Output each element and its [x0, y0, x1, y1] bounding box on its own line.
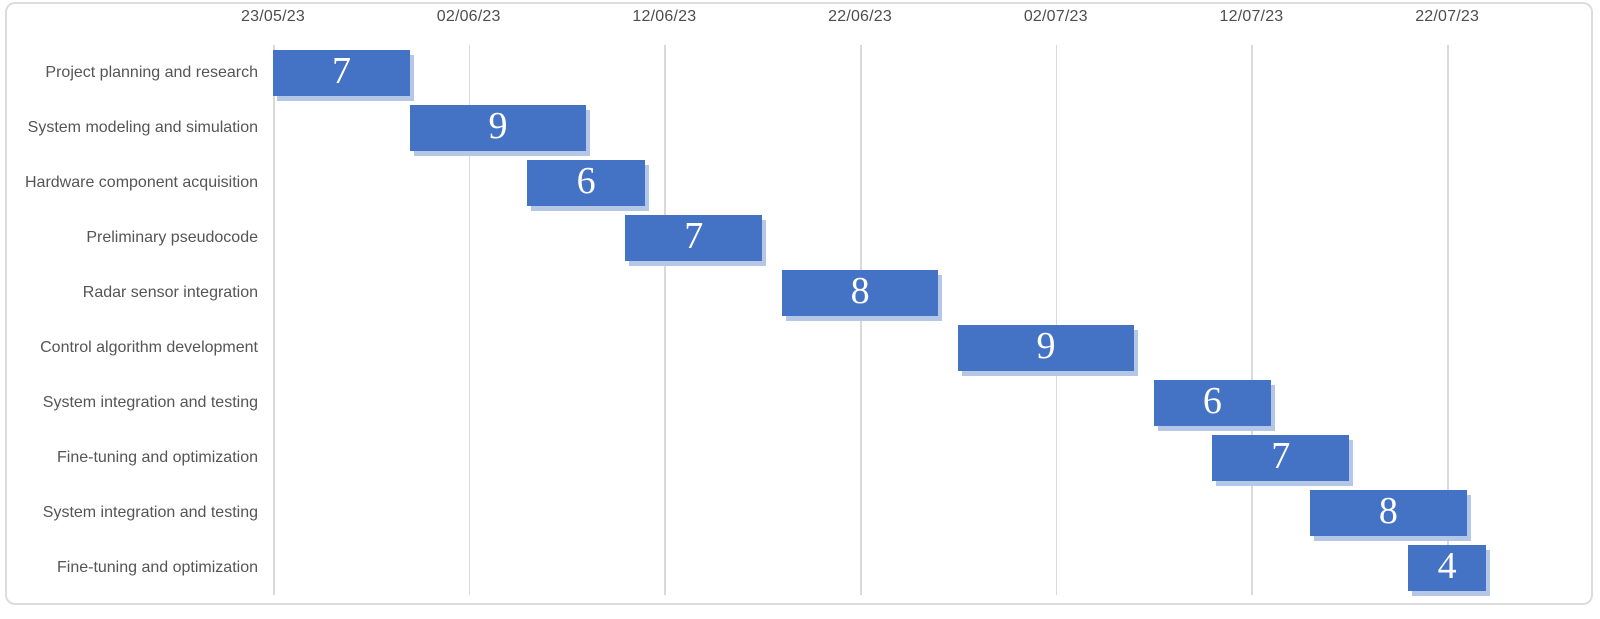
task-label: Preliminary pseudocode [86, 228, 258, 246]
gantt-bar[interactable]: 9 [409, 104, 587, 151]
gantt-bar[interactable]: 7 [1212, 434, 1350, 481]
axis-tick-label: 23/05/23 [241, 8, 305, 25]
date-axis: 23/05/23 02/06/23 12/06/23 22/06/23 02/07/23… [0, 0, 1600, 40]
bar-duration-label: 9 [488, 105, 508, 147]
axis-gridline [1447, 45, 1449, 595]
gantt-bar[interactable]: 9 [957, 324, 1135, 371]
gantt-bar[interactable]: 8 [1310, 489, 1467, 536]
gantt-bar[interactable]: 4 [1408, 544, 1487, 591]
axis-tick-label: 12/06/23 [632, 8, 697, 25]
axis-gridline [468, 45, 471, 595]
task-label: Fine-tuning and optimization [56, 448, 258, 466]
axis-tick-label: 22/07/23 [1415, 8, 1480, 25]
axis-gridline [1055, 45, 1058, 595]
axis-gridline [664, 45, 666, 595]
axis-gridline [273, 45, 275, 595]
axis-tick-label: 12/07/23 [1219, 8, 1284, 25]
bar-duration-label: 4 [1437, 545, 1457, 587]
task-label: Fine-tuning and optimization [56, 558, 258, 576]
bar-duration-label: 6 [576, 160, 596, 202]
bar-duration-label: 7 [331, 50, 351, 92]
gantt-bar[interactable]: 7 [273, 49, 410, 96]
axis-tick-label: 02/06/23 [436, 8, 501, 25]
task-label: Hardware component acquisition [24, 173, 258, 191]
task-label: Project planning and research [45, 63, 258, 81]
task-label: Radar sensor integration [82, 283, 258, 301]
axis-tick-label: 02/07/23 [1023, 8, 1088, 25]
bar-duration-label: 8 [850, 270, 870, 312]
gantt-bar[interactable]: 7 [625, 214, 763, 261]
task-label: System integration and testing [42, 393, 258, 411]
bar-duration-label: 8 [1378, 490, 1398, 532]
bar-duration-label: 6 [1202, 380, 1222, 422]
axis-gridline [860, 45, 862, 595]
axis-gridline [1251, 45, 1253, 595]
task-label: System integration and testing [42, 503, 258, 521]
task-label: System modeling and simulation [27, 118, 258, 136]
gantt-bar[interactable]: 8 [781, 269, 939, 316]
gantt-bar[interactable]: 6 [527, 159, 645, 206]
task-label: Control algorithm development [40, 338, 258, 356]
bar-duration-label: 9 [1036, 325, 1056, 367]
bar-duration-label: 7 [684, 215, 704, 257]
bar-duration-label: 7 [1271, 435, 1291, 477]
gantt-bar[interactable]: 6 [1153, 379, 1272, 426]
axis-tick-label: 22/06/23 [828, 8, 893, 25]
